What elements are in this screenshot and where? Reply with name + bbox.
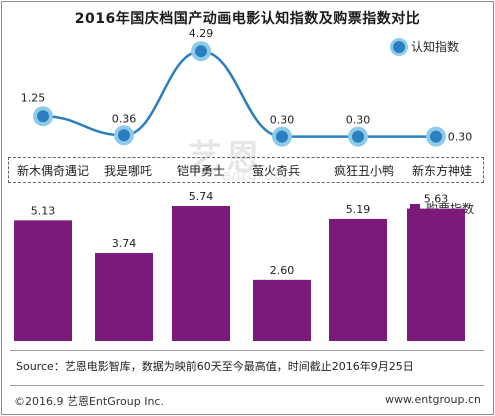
line-point (195, 45, 207, 58)
category-label: 铠甲勇士 (176, 164, 225, 178)
category-label: 疯狂丑小鸭 (333, 164, 394, 178)
chart-title: 2016年国庆档国产动画电影认知指数及购票指数对比 (74, 11, 421, 27)
line-value-label: 1.25 (21, 91, 46, 104)
bar-value-label: 5.63 (424, 193, 449, 206)
legend-line: 认知指数 (393, 38, 459, 55)
line-point (276, 130, 288, 143)
bar (329, 218, 387, 341)
footer-divider-top (10, 350, 484, 351)
bar (407, 208, 465, 341)
line-value-label: 0.36 (112, 112, 137, 125)
category-label: 新东方神娃 (411, 164, 472, 178)
category-label: 新木偶奇遇记 (16, 164, 89, 178)
bar-value-label: 5.19 (346, 203, 371, 216)
line-series (42, 49, 436, 138)
legend-bar-marker (410, 203, 420, 214)
website: www.entgroup.cn (385, 393, 481, 406)
category-label: 我是哪吒 (103, 164, 152, 178)
line-value-label: 0.30 (448, 131, 473, 144)
watermark-logo: 艺恩 (188, 138, 264, 178)
category-label: 萤火奇兵 (251, 164, 300, 178)
line-value-label: 0.30 (346, 114, 371, 127)
watermark-sub: entgroup (222, 168, 294, 184)
footer-divider-bottom (10, 385, 484, 386)
bar (95, 253, 153, 341)
legend-line-label: 认知指数 (411, 40, 460, 54)
copyright: ©2016.9 艺恩EntGroup Inc. (14, 395, 164, 408)
bar-value-label: 5.74 (189, 190, 214, 203)
line-point (430, 130, 442, 143)
bar-value-label: 2.60 (270, 264, 295, 277)
line-point (118, 129, 130, 142)
line-value-label: 4.29 (189, 27, 214, 40)
line-point (352, 130, 364, 143)
bar-value-label: 5.13 (31, 204, 56, 217)
line-point (37, 110, 49, 123)
bar-value-label: 3.74 (112, 237, 137, 250)
bar (253, 279, 311, 341)
line-value-label: 0.30 (270, 114, 295, 127)
legend-line-marker (393, 40, 405, 53)
bar (14, 220, 72, 341)
bar (172, 206, 230, 341)
category-row (8, 157, 484, 183)
source-note: Source：艺恩电影智库，数据为映前60天至今最高值，时间截止2016年9月2… (16, 360, 414, 373)
